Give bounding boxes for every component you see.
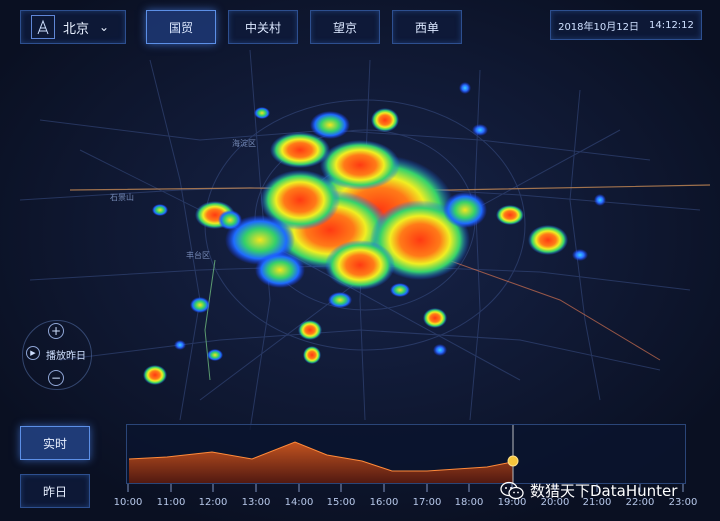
- realtime-button[interactable]: 实时: [20, 426, 90, 460]
- watermark: 数猎天下DataHunter: [500, 480, 677, 501]
- tick-label: 21:00: [582, 497, 612, 508]
- tick-label: 19:00: [497, 497, 527, 508]
- plus-icon: +: [50, 324, 62, 338]
- zoom-in-button[interactable]: +: [48, 323, 64, 339]
- tab-zhongguancun[interactable]: 中关村: [228, 10, 298, 44]
- tick-label: 17:00: [412, 497, 442, 508]
- play-icon: ▶: [30, 349, 36, 357]
- map-label-haidian: 海淀区: [232, 138, 256, 148]
- timeline-panel[interactable]: [126, 424, 686, 484]
- wechat-icon: [500, 481, 524, 501]
- tick-label: 15:00: [326, 497, 356, 508]
- city-landmark-icon: [31, 15, 55, 39]
- play-yesterday-button[interactable]: ▶: [26, 346, 40, 360]
- city-selector[interactable]: 北京 ⌄: [20, 10, 126, 44]
- tab-label: 国贸: [168, 20, 193, 35]
- timeline-chart: [128, 425, 519, 483]
- map-control-ring: [22, 320, 92, 390]
- tab-wangjing[interactable]: 望京: [310, 10, 380, 44]
- tick-label: 18:00: [454, 497, 484, 508]
- tab-label: 中关村: [244, 20, 281, 35]
- map-label-fengtai: 丰台区: [186, 250, 210, 260]
- city-name: 北京: [63, 21, 90, 37]
- tick-label: 23:00: [668, 497, 698, 508]
- realtime-label: 实时: [42, 436, 67, 451]
- tab-xidan[interactable]: 西单: [392, 10, 462, 44]
- time-text: 14:12:12: [648, 19, 694, 31]
- tab-label: 望京: [332, 20, 357, 35]
- tick-label: 20:00: [540, 497, 570, 508]
- tick-label: 22:00: [625, 497, 655, 508]
- current-time-marker[interactable]: [507, 455, 519, 467]
- tick-label: 16:00: [369, 497, 399, 508]
- tick-label: 10:00: [113, 497, 143, 508]
- chevron-down-icon: ⌄: [99, 20, 110, 34]
- tick-label: 11:00: [156, 497, 186, 508]
- tab-label: 西单: [414, 20, 439, 35]
- yesterday-button[interactable]: 昨日: [20, 474, 90, 508]
- yesterday-label: 昨日: [42, 484, 67, 499]
- tick-label: 14:00: [284, 497, 314, 508]
- tick-label: 13:00: [241, 497, 271, 508]
- play-yesterday-label[interactable]: 播放昨日: [46, 351, 86, 362]
- tick-label: 12:00: [198, 497, 228, 508]
- minus-icon: −: [50, 371, 62, 385]
- watermark-text: 数猎天下DataHunter: [530, 482, 678, 500]
- date-text: 2018年10月12日: [558, 21, 639, 33]
- datetime-display: 2018年10月12日 14:12:12: [550, 10, 702, 40]
- zoom-out-button[interactable]: −: [48, 370, 64, 386]
- map-label-shijingshan: 石景山: [110, 192, 134, 202]
- tab-guomao[interactable]: 国贸: [146, 10, 216, 44]
